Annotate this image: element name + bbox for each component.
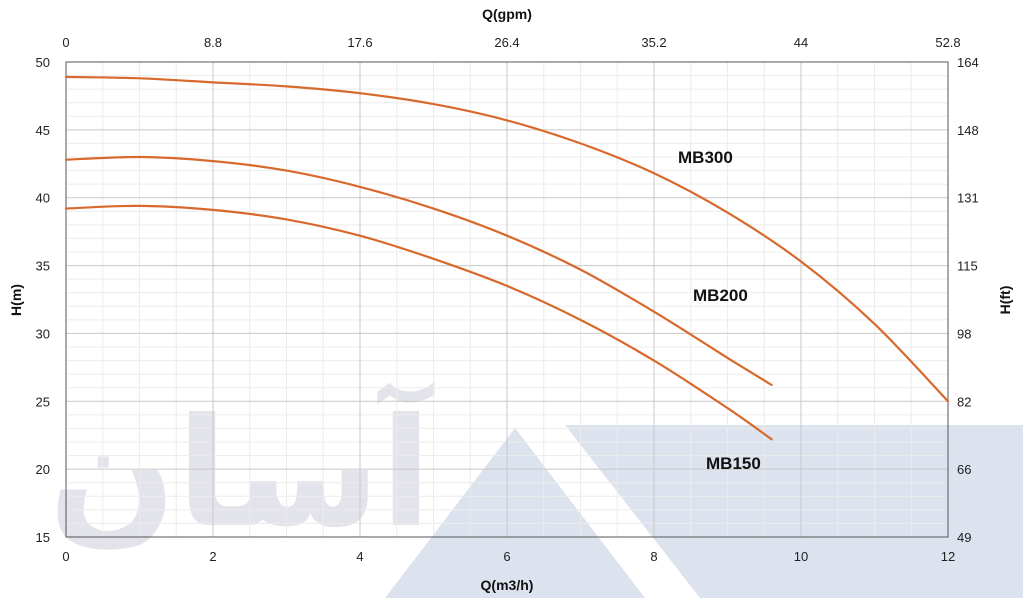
- watermark-triangle: [385, 428, 645, 598]
- tick-labels: 0 2 4 6 8 10 12 0 8.8 17.6 26.4 35.2 44 52.8 50 45 40 35 3…: [36, 35, 979, 564]
- y-tick-label-left: 25: [36, 394, 50, 409]
- y-tick-label-left: 40: [36, 191, 50, 206]
- x-tick-label-bottom: 10: [794, 549, 808, 564]
- watermark-band: [565, 425, 1023, 598]
- series-line-mb200: [64, 155, 773, 387]
- x-tick-label-top: 0: [62, 35, 69, 50]
- y-tick-label-right: 148: [957, 123, 979, 138]
- y-tick-label-right: 49: [957, 530, 971, 545]
- x-tick-label-bottom: 0: [62, 549, 69, 564]
- x-tick-label-top: 17.6: [347, 35, 372, 50]
- y-tick-label-left: 45: [36, 123, 50, 138]
- x-tick-label-top: 8.8: [204, 35, 222, 50]
- watermark-logo: آسان: [48, 382, 435, 561]
- x-tick-label-bottom: 2: [209, 549, 216, 564]
- y-tick-label-left: 20: [36, 462, 50, 477]
- y-tick-label-right: 82: [957, 394, 971, 409]
- x-tick-label-bottom: 8: [650, 549, 657, 564]
- series-label-mb200: MB200: [693, 286, 748, 305]
- x-tick-label-bottom: 4: [356, 549, 363, 564]
- y-tick-label-left: 50: [36, 55, 50, 70]
- y-tick-label-left: 30: [36, 326, 50, 341]
- x-tick-label-bottom: 6: [503, 549, 510, 564]
- y-tick-label-right: 115: [957, 259, 978, 274]
- y-axis-title-left: H(m): [8, 284, 24, 316]
- y-tick-label-right: 66: [957, 462, 971, 477]
- series-label-mb300: MB300: [678, 148, 733, 167]
- x-tick-label-top: 44: [794, 35, 808, 50]
- x-tick-label-bottom: 12: [941, 549, 955, 564]
- x-axis-title-bottom: Q(m3/h): [481, 577, 534, 593]
- y-tick-label-right: 131: [957, 191, 979, 206]
- y-tick-label-left: 15: [36, 530, 50, 545]
- x-tick-label-top: 26.4: [494, 35, 519, 50]
- series-line-mb150: [64, 204, 773, 441]
- x-tick-label-top: 35.2: [641, 35, 666, 50]
- series-label-mb150: MB150: [706, 454, 761, 473]
- series-line-mb300: [64, 75, 950, 403]
- series-curves: [64, 75, 950, 441]
- x-tick-label-top: 52.8: [935, 35, 960, 50]
- y-tick-label-left: 35: [36, 259, 50, 274]
- y-tick-label-right: 164: [957, 55, 979, 70]
- watermark: آسان: [48, 382, 1023, 598]
- plot-area-border: [65, 61, 949, 538]
- x-axis-title-top: Q(gpm): [482, 6, 532, 22]
- y-tick-label-right: 98: [957, 326, 971, 341]
- y-axis-title-right: H(ft): [997, 286, 1013, 315]
